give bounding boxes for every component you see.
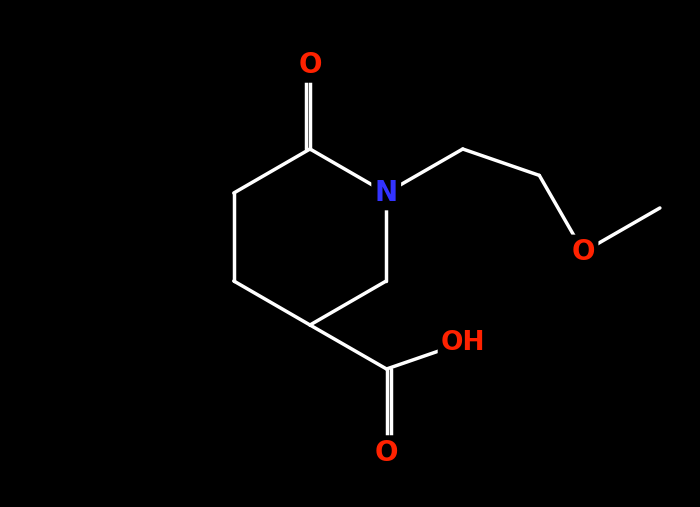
Text: N: N [374, 179, 398, 207]
Text: OH: OH [441, 330, 485, 355]
Text: O: O [374, 439, 398, 466]
Text: O: O [572, 238, 595, 266]
Text: O: O [298, 51, 322, 80]
